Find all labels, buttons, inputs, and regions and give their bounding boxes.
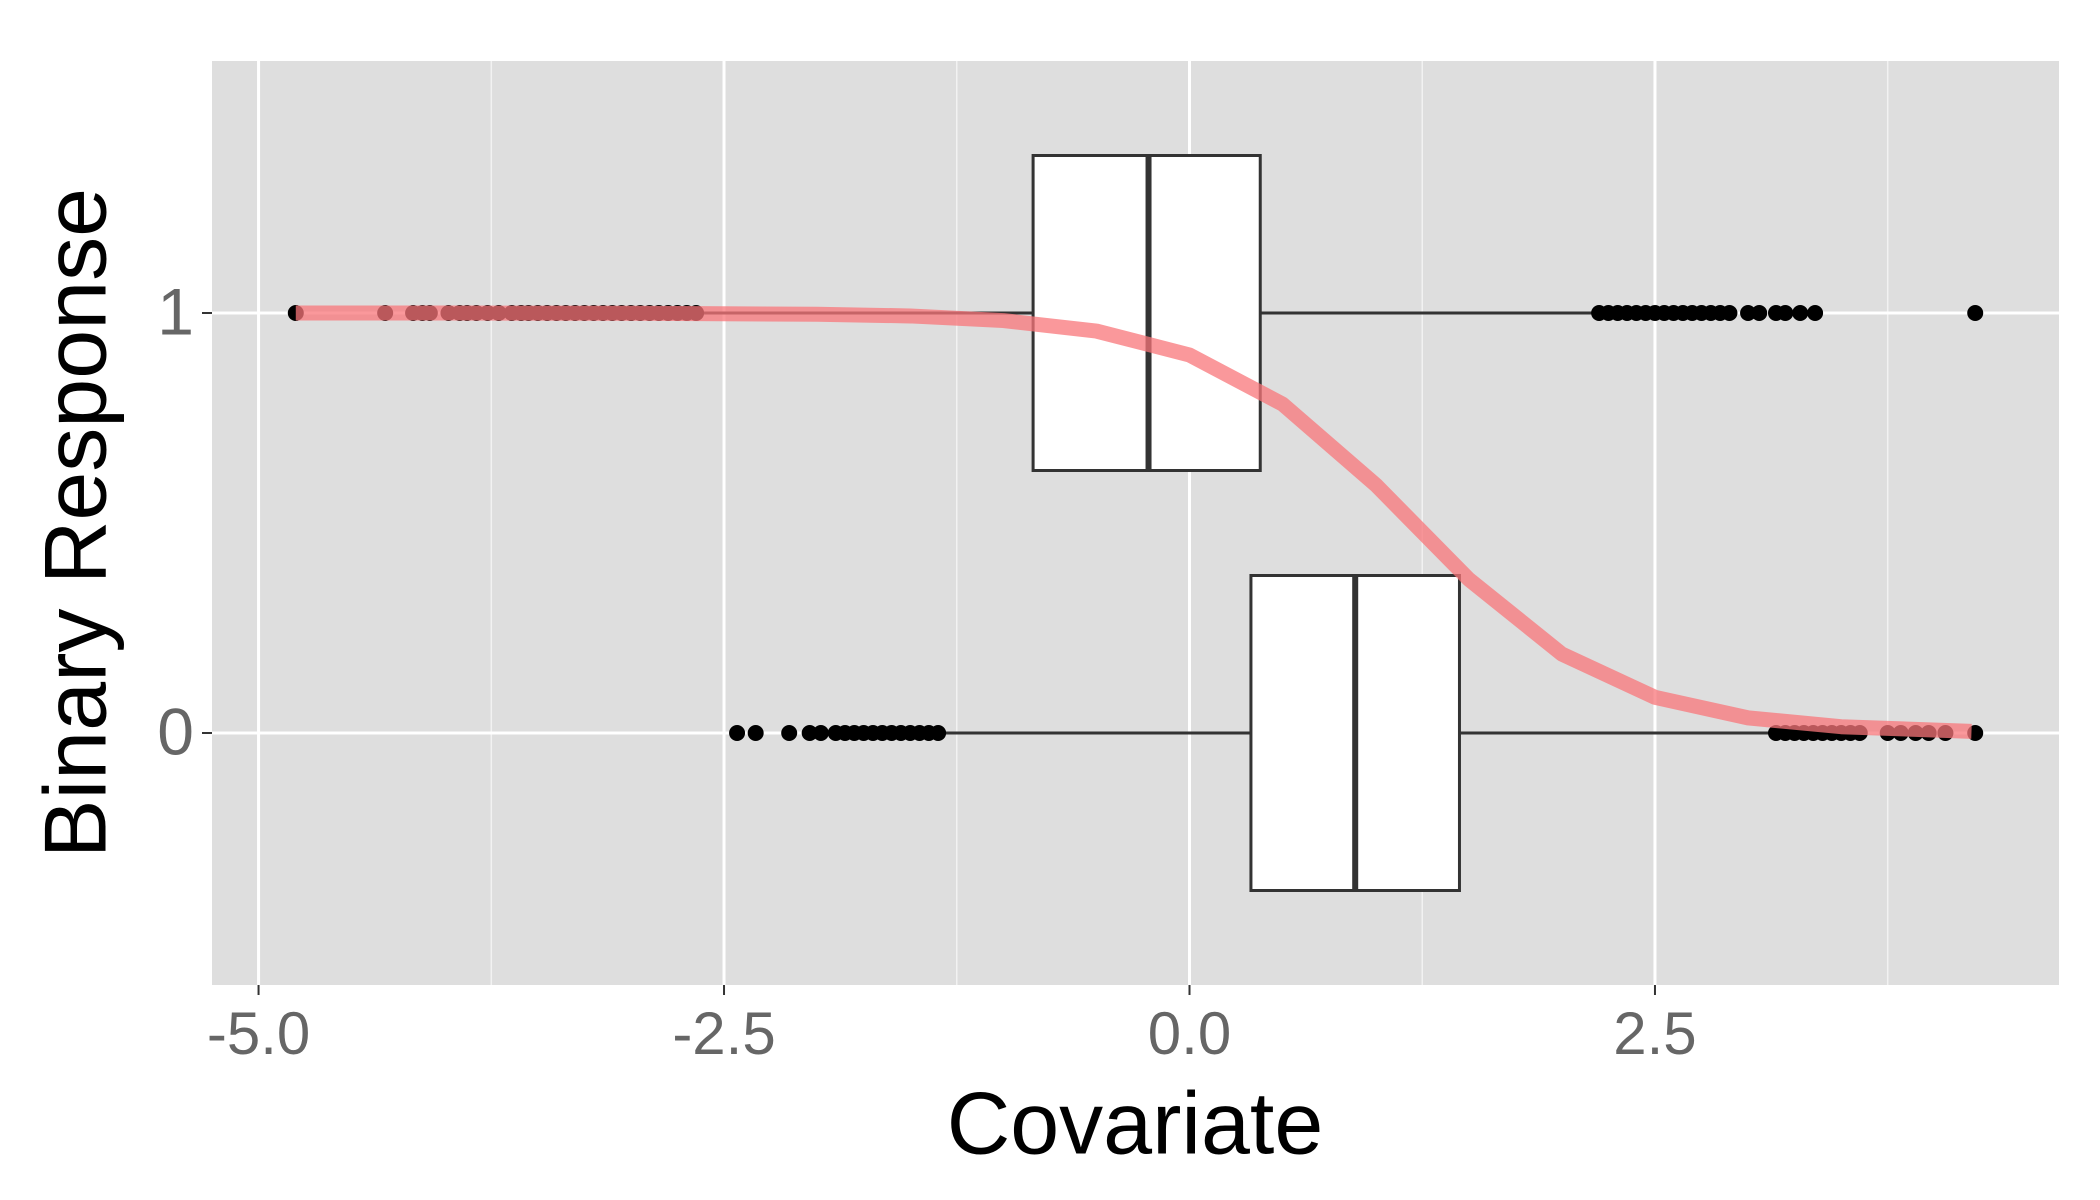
y-tick-label: 0 — [157, 694, 194, 768]
outlier — [729, 725, 746, 741]
outlier — [1751, 305, 1768, 321]
y-tick-label: 1 — [157, 274, 194, 348]
y-axis-title: Binary Response — [25, 188, 124, 858]
outlier — [930, 725, 947, 741]
outlier — [801, 725, 818, 741]
outlier — [812, 725, 829, 741]
x-tick-label: -5.0 — [207, 1000, 310, 1067]
outlier — [747, 725, 764, 741]
outlier — [1792, 305, 1809, 321]
outlier — [1777, 305, 1794, 321]
outlier — [1967, 305, 1984, 321]
fitted-curve — [295, 305, 1972, 739]
outlier — [1807, 305, 1824, 321]
outlier — [781, 725, 798, 741]
x-axis-title: Covariate — [947, 1073, 1324, 1172]
outlier — [1721, 305, 1738, 321]
x-tick-label: -2.5 — [672, 1000, 775, 1067]
x-tick-label: 2.5 — [1613, 1000, 1696, 1067]
x-tick-label: 0.0 — [1148, 1000, 1231, 1067]
outlier — [1740, 305, 1757, 321]
